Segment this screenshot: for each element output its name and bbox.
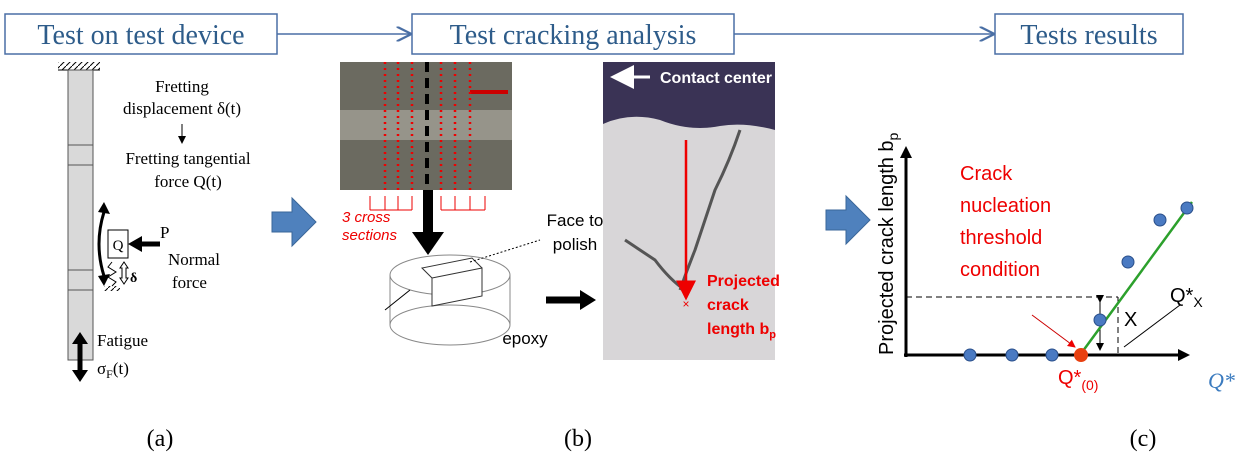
label: σ (97, 359, 106, 378)
shape (470, 90, 508, 94)
shape (1046, 349, 1058, 361)
shape (1122, 256, 1134, 268)
label: Fretting tangential (125, 149, 250, 168)
annotation: Projected (707, 273, 780, 290)
subscript: p (885, 132, 901, 140)
annotation: polish (553, 235, 597, 254)
label: (t) (113, 359, 129, 378)
block-arrow (826, 196, 870, 244)
threshold-point (1074, 348, 1088, 362)
label: P (160, 223, 169, 242)
annotation: condition (960, 259, 1040, 281)
panel-label: (c) (1130, 426, 1157, 452)
shape (128, 236, 142, 252)
annotation: Crack (960, 163, 1013, 185)
annotation: length b (707, 321, 769, 338)
annotation: nucleation (960, 195, 1051, 217)
group: Fretting displacement δ(t) Fretting tang… (58, 62, 251, 452)
label: Fretting (155, 77, 209, 96)
label: σF(t) (97, 359, 129, 381)
annotation: threshold (960, 227, 1042, 249)
label: Normal (168, 250, 220, 269)
shape (964, 349, 976, 361)
axis-title: Q* (1208, 368, 1235, 393)
shape (390, 305, 510, 345)
shape (1178, 349, 1190, 361)
annotation: Contact center (660, 70, 772, 87)
points (964, 202, 1193, 361)
annotation: Q* (1170, 285, 1194, 307)
figure: Test on test device Test cracking analys… (0, 0, 1258, 454)
shape: Q*(0) (1058, 367, 1098, 393)
shape (104, 286, 120, 291)
shape (1006, 349, 1018, 361)
label: Fatigue (97, 331, 148, 350)
subscript: p (769, 329, 776, 341)
shape: Q*X (1170, 285, 1203, 310)
annotation: sections (342, 227, 398, 244)
arrow (423, 190, 433, 235)
label: force Q(t) (154, 172, 222, 191)
annotation: epoxy (502, 329, 548, 348)
shape (470, 240, 540, 262)
fit-line (1080, 202, 1192, 355)
shape (1094, 314, 1106, 326)
panel-label: (a) (147, 426, 174, 452)
label: displacement δ(t) (123, 99, 241, 118)
group: Projected crack length bp Crack nucleati… (876, 132, 1235, 393)
group: Test on test device Test cracking analys… (5, 14, 1183, 54)
panel-label: (b) (564, 426, 592, 452)
force-arrow (99, 212, 104, 276)
spring (108, 262, 116, 286)
shape (900, 146, 912, 158)
subscript: (0) (1081, 377, 1098, 393)
shape (580, 290, 596, 310)
shape (1154, 214, 1166, 226)
step-title: Test on test device (37, 20, 244, 51)
annotation: crack (707, 297, 749, 314)
annotation: 3 cross (342, 209, 391, 226)
shape (385, 290, 410, 310)
block-arrow (272, 198, 316, 246)
subscript: X (1193, 294, 1203, 310)
shape (412, 232, 444, 255)
annotation: Face to (547, 211, 604, 230)
step-title: Test cracking analysis (450, 20, 697, 51)
annotation: Q* (1058, 367, 1082, 389)
fixed-support (58, 62, 100, 70)
specimen (68, 70, 93, 360)
shape (1181, 202, 1193, 214)
group: 3 cross sections Face to polish epoxy Co… (340, 62, 780, 360)
step-title: Tests results (1020, 20, 1157, 51)
label: δ (130, 271, 137, 286)
shape: × (682, 297, 689, 311)
group: Crack nucleation threshold condition (960, 163, 1051, 281)
axis-title: Projected crack length bp (876, 132, 901, 355)
annotation: X (1124, 309, 1137, 331)
shape (120, 262, 128, 284)
pointer (1032, 315, 1075, 347)
label: Q (113, 238, 124, 254)
label: force (172, 273, 207, 292)
sample (422, 258, 482, 306)
axis-title: Projected crack length b (876, 140, 898, 355)
